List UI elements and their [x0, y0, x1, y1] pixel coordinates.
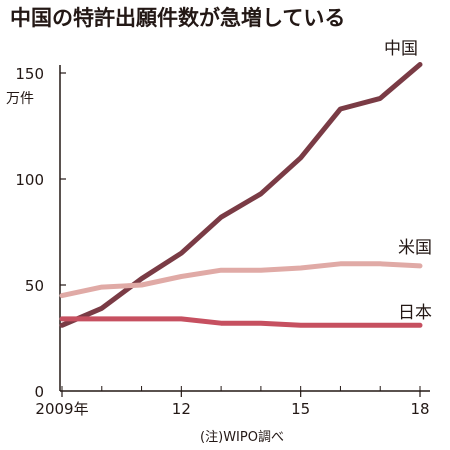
y-tick-label: 50	[25, 277, 44, 295]
series-line-1	[59, 261, 423, 299]
x-tick-label: 2009年	[35, 400, 88, 418]
series-lines	[59, 62, 423, 328]
source-note: (注)WIPO調べ	[200, 430, 284, 445]
chart-title: 中国の特許出願件数が急増している	[10, 6, 346, 30]
axes	[59, 65, 430, 397]
y-tick-label: 100	[15, 171, 44, 189]
y-unit-label: 万件	[6, 91, 34, 107]
y-tick-label: 150	[15, 65, 44, 83]
x-tick-label: 12	[172, 400, 191, 418]
y-tick-label: 0	[34, 383, 44, 401]
series-label: 日本	[398, 303, 432, 323]
x-tick-label: 18	[410, 400, 429, 418]
series-label: 中国	[384, 39, 418, 59]
series-label: 米国	[398, 238, 432, 258]
series-line-2	[59, 316, 423, 328]
series-line-0	[59, 62, 423, 328]
x-tick-label: 15	[291, 400, 310, 418]
